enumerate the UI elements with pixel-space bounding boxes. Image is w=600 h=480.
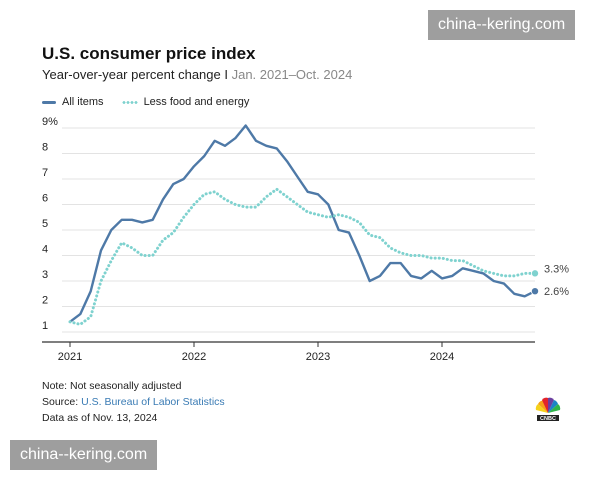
legend-item-core: Less food and energy bbox=[121, 96, 250, 108]
legend-swatch-core bbox=[121, 100, 138, 104]
y-tick-label: 5 bbox=[42, 218, 48, 230]
legend: All items Less food and energy bbox=[42, 96, 261, 108]
legend-label-core: Less food and energy bbox=[143, 96, 250, 108]
y-tick-label: 3 bbox=[42, 269, 48, 281]
end-point-core bbox=[531, 269, 540, 278]
series-line-all-items bbox=[68, 124, 537, 323]
footer-source: Source: U.S. Bureau of Labor Statistics bbox=[42, 396, 225, 408]
y-tick-label: 7 bbox=[42, 167, 48, 179]
legend-item-all-items: All items bbox=[42, 96, 104, 108]
svg-text:CNBC: CNBC bbox=[540, 416, 556, 422]
legend-label-all-items: All items bbox=[62, 96, 104, 108]
x-tick-label: 2022 bbox=[182, 351, 206, 363]
end-point-all-items bbox=[531, 287, 540, 296]
footer-source-link[interactable]: U.S. Bureau of Labor Statistics bbox=[81, 396, 225, 408]
y-tick-label: 9% bbox=[42, 116, 58, 128]
legend-swatch-all-items bbox=[42, 100, 56, 104]
footer-source-label: Source: bbox=[42, 396, 82, 408]
end-label-all-items: 2.6% bbox=[544, 286, 569, 298]
cnbc-peacock-logo-icon: CNBC bbox=[535, 397, 561, 422]
subtitle-range: Jan. 2021–Oct. 2024 bbox=[231, 67, 353, 82]
x-tick-label: 2024 bbox=[430, 351, 454, 363]
chart-subtitle: Year-over-year percent change I Jan. 202… bbox=[42, 67, 352, 82]
footer-note: Note: Not seasonally adjusted bbox=[42, 380, 182, 392]
x-tick-label: 2021 bbox=[58, 351, 82, 363]
y-tick-label: 1 bbox=[42, 320, 48, 332]
footer-date: Data as of Nov. 13, 2024 bbox=[42, 412, 158, 424]
watermark-top: china--kering.com bbox=[428, 10, 576, 40]
chart-title: U.S. consumer price index bbox=[42, 44, 256, 63]
y-tick-label: 2 bbox=[42, 295, 48, 307]
watermark-bottom: china--kering.com bbox=[10, 440, 158, 470]
end-label-core: 3.3% bbox=[544, 263, 569, 275]
subtitle-separator: I bbox=[220, 67, 232, 82]
x-tick-label: 2023 bbox=[306, 351, 330, 363]
y-tick-label: 4 bbox=[42, 244, 48, 256]
y-tick-label: 6 bbox=[42, 193, 48, 205]
y-tick-label: 8 bbox=[42, 142, 48, 154]
subtitle-main: Year-over-year percent change bbox=[42, 67, 221, 82]
series-line-core bbox=[68, 187, 537, 326]
